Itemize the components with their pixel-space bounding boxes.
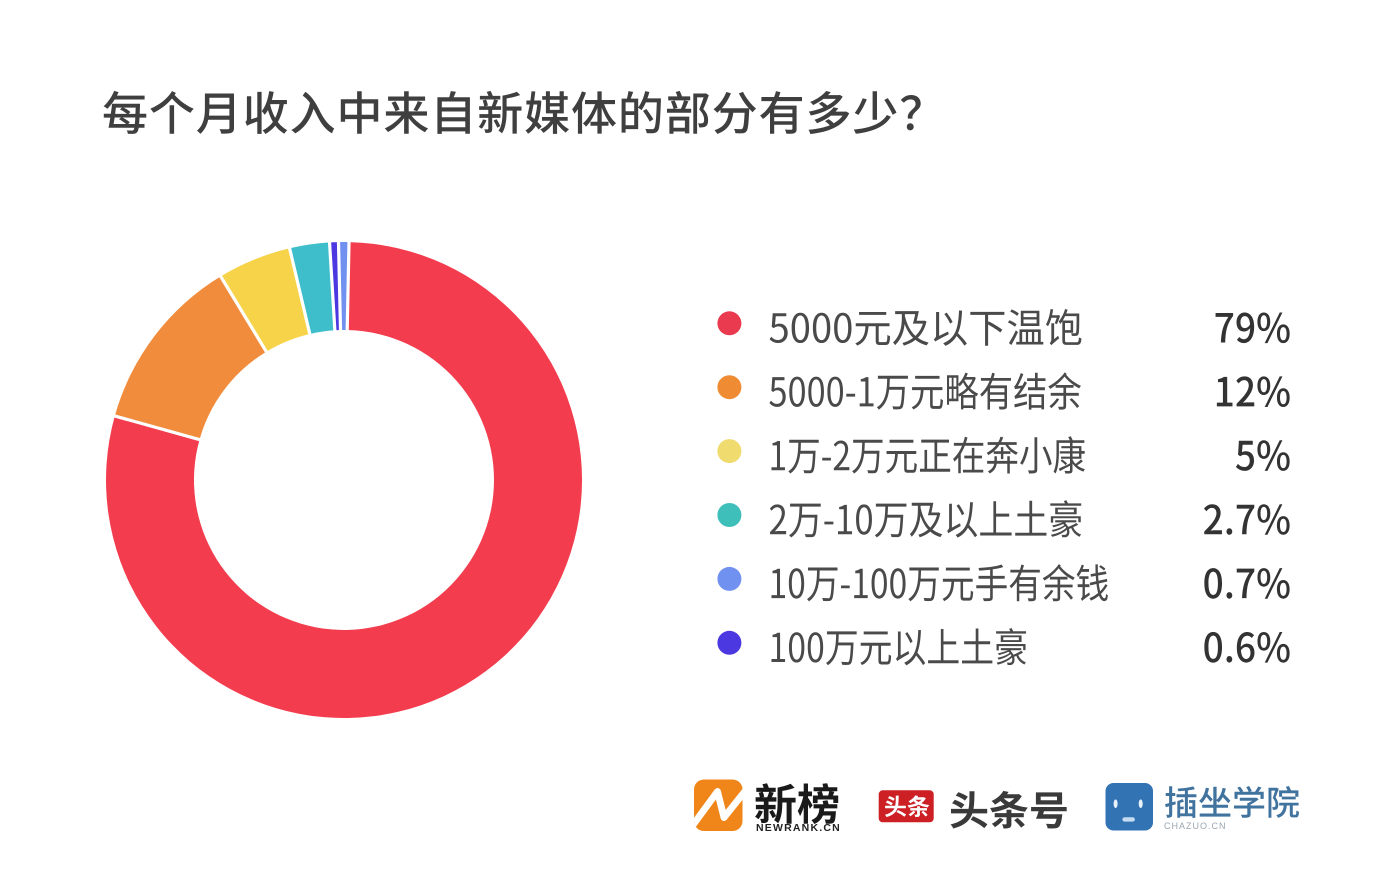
svg-text:CHAZUO.CN: CHAZUO.CN (1164, 821, 1227, 831)
svg-text:NEWRANK.CN: NEWRANK.CN (756, 822, 841, 834)
